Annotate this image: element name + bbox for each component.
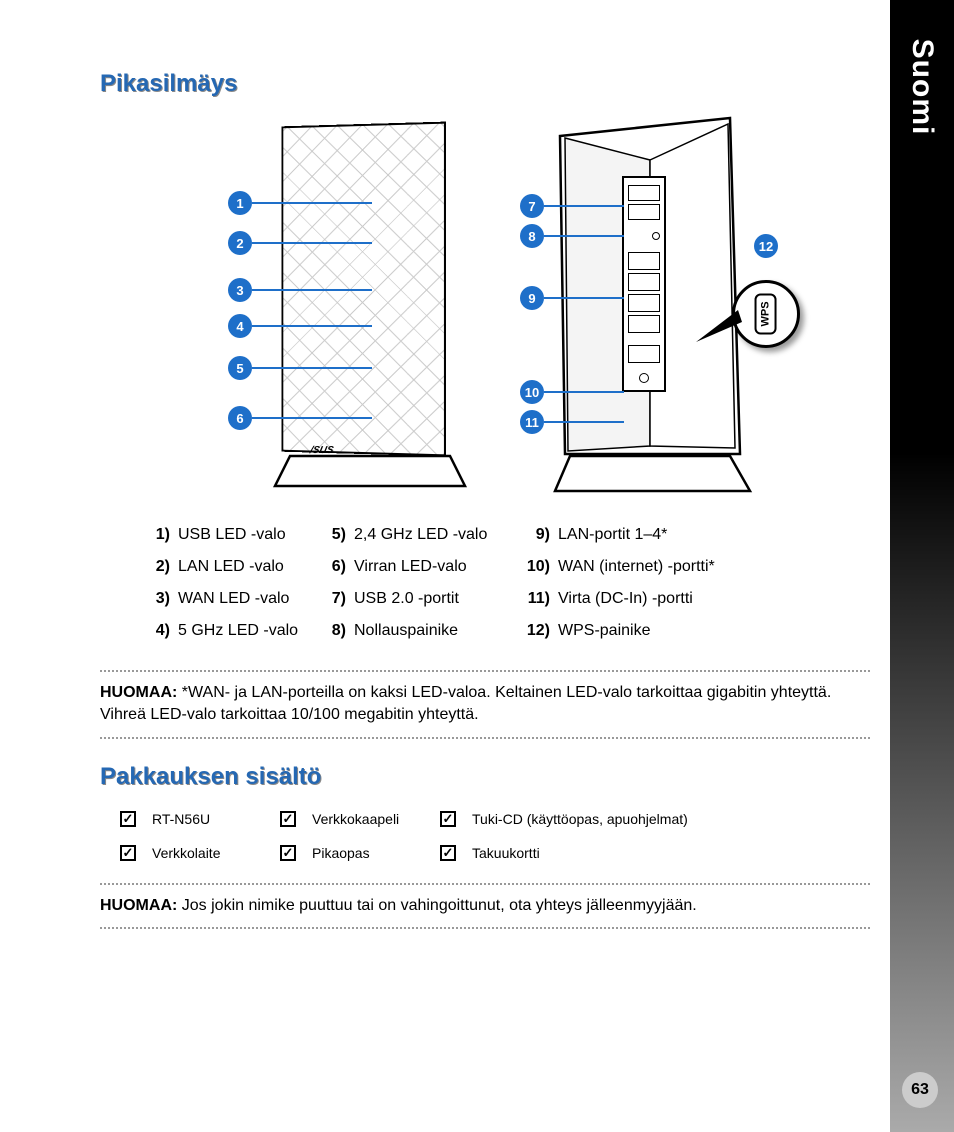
note-label: HUOMAA: — [100, 684, 177, 701]
callout-line — [252, 417, 372, 419]
heading-contents: Pakkauksen sisältö — [100, 763, 870, 791]
wps-pointer-icon — [696, 292, 756, 352]
legend-text: LAN LED -valo — [178, 558, 308, 576]
package-item: Tuki-CD (käyttöopas, apuohjelmat) — [472, 811, 752, 827]
package-item: Takuukortti — [472, 845, 752, 861]
note-1: HUOMAA: *WAN- ja LAN-porteilla on kaksi … — [100, 678, 870, 731]
legend-text: LAN-portit 1–4* — [558, 526, 748, 544]
lan-port-icon — [628, 252, 660, 270]
callout-line — [252, 289, 372, 291]
device-back-diagram: 7891011 12 WPS — [500, 116, 770, 496]
legend-number: 5) — [316, 526, 346, 544]
checkbox-icon: ✓ — [120, 845, 136, 861]
language-tab: Suomi — [890, 0, 954, 1132]
reset-hole-icon — [652, 232, 660, 240]
legend-number: 8) — [316, 622, 346, 640]
legend-text: Nollauspainike — [354, 622, 504, 640]
legend-number: 9) — [512, 526, 550, 544]
legend-number: 2) — [140, 558, 170, 576]
port-column — [622, 176, 666, 392]
note-label: HUOMAA: — [100, 897, 177, 914]
callout-badge: 1 — [228, 191, 252, 215]
heading-quicklook: Pikasilmäys — [100, 70, 870, 98]
legend-table: 1) USB LED -valo 5) 2,4 GHz LED -valo 9) LAN-… — [140, 526, 870, 640]
legend-number: 3) — [140, 590, 170, 608]
page-number: 63 — [902, 1072, 938, 1108]
legend-text: WAN LED -valo — [178, 590, 308, 608]
callout-badge: 10 — [520, 380, 544, 404]
language-label: Suomi — [905, 39, 939, 136]
legend-number: 10) — [512, 558, 550, 576]
legend-text: Virta (DC-In) -portti — [558, 590, 748, 608]
callout-badge: 6 — [228, 406, 252, 430]
legend-number: 6) — [316, 558, 346, 576]
checkbox-icon: ✓ — [280, 811, 296, 827]
callout-badge: 8 — [520, 224, 544, 248]
legend-number: 7) — [316, 590, 346, 608]
callout-line — [544, 421, 624, 423]
checkbox-icon: ✓ — [440, 811, 456, 827]
page: Suomi Pikasilmäys /SUS 123456 — [0, 0, 954, 1132]
legend-text: 2,4 GHz LED -valo — [354, 526, 504, 544]
callout-badge: 5 — [228, 356, 252, 380]
legend-text: WPS-painike — [558, 622, 748, 640]
callout-badge-12: 12 — [754, 234, 778, 258]
callout-badge: 3 — [228, 278, 252, 302]
package-item: Verkkokaapeli — [312, 811, 432, 827]
callout-badge: 2 — [228, 231, 252, 255]
package-item: Verkkolaite — [152, 845, 272, 861]
checkbox-icon: ✓ — [440, 845, 456, 861]
callout-badge: 4 — [228, 314, 252, 338]
usb-port-icon — [628, 204, 660, 220]
legend-text: 5 GHz LED -valo — [178, 622, 308, 640]
checkbox-icon: ✓ — [120, 811, 136, 827]
lan-port-icon — [628, 294, 660, 312]
wan-port-icon — [628, 345, 660, 363]
checkbox-icon: ✓ — [280, 845, 296, 861]
callout-line — [252, 325, 372, 327]
diagram-row: /SUS 123456 — [100, 116, 870, 496]
package-item: Pikaopas — [312, 845, 432, 861]
legend-text: Virran LED-valo — [354, 558, 504, 576]
dc-in-icon — [639, 373, 649, 383]
callout-line — [544, 391, 624, 393]
note-2: HUOMAA: Jos jokin nimike puuttuu tai on … — [100, 891, 870, 921]
callout-badge: 7 — [520, 194, 544, 218]
divider — [100, 737, 870, 739]
brand-logo: /SUS — [309, 445, 335, 456]
legend-number: 11) — [512, 590, 550, 608]
legend-text: WAN (internet) -portti* — [558, 558, 748, 576]
callout-line — [544, 235, 624, 237]
usb-port-icon — [628, 185, 660, 201]
legend-text: USB LED -valo — [178, 526, 308, 544]
callout-badge: 9 — [520, 286, 544, 310]
device-front-diagram: /SUS 1 2 3 4 5 6 — [200, 116, 470, 496]
wps-callout: 12 WPS — [732, 256, 800, 348]
note-text: *WAN- ja LAN-porteilla on kaksi LED-valo… — [100, 684, 831, 723]
note-text: Jos jokin nimike puuttuu tai on vahingoi… — [182, 897, 697, 914]
callout-line — [252, 242, 372, 244]
divider — [100, 883, 870, 885]
callout-line — [252, 202, 372, 204]
lan-port-icon — [628, 315, 660, 333]
legend-text: USB 2.0 -portit — [354, 590, 504, 608]
divider — [100, 670, 870, 672]
legend-number: 12) — [512, 622, 550, 640]
callout-badge: 11 — [520, 410, 544, 434]
lan-port-icon — [628, 273, 660, 291]
divider — [100, 927, 870, 929]
package-grid: ✓ RT-N56U ✓ Verkkokaapeli ✓ Tuki-CD (käyttöop… — [120, 811, 870, 861]
package-item: RT-N56U — [152, 811, 272, 827]
wps-button-label: WPS — [755, 293, 777, 334]
legend-number: 4) — [140, 622, 170, 640]
callout-line — [544, 205, 624, 207]
page-content: Pikasilmäys /SUS 123456 — [0, 0, 890, 975]
callout-line — [544, 297, 624, 299]
callout-line — [252, 367, 372, 369]
legend-number: 1) — [140, 526, 170, 544]
